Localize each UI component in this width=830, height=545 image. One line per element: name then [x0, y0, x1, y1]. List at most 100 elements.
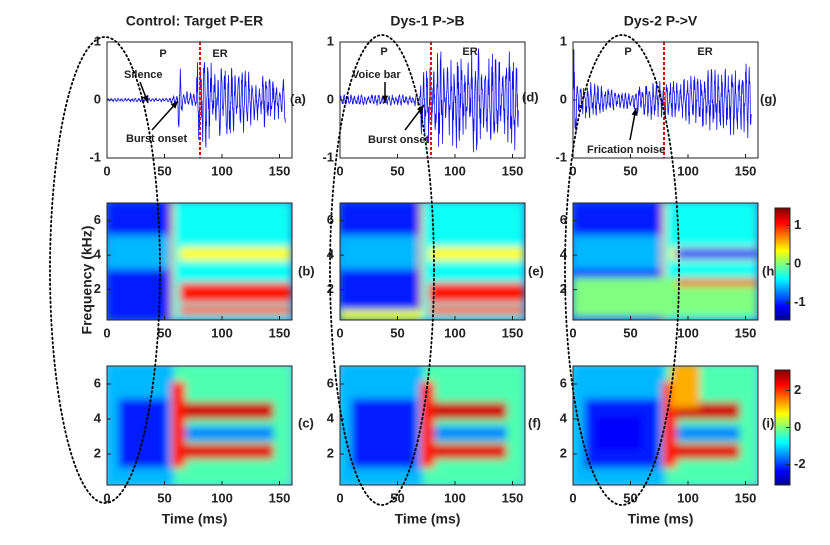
segment-label: P	[624, 46, 631, 58]
panel-label: (e)	[528, 263, 544, 278]
heatmap-cell	[676, 443, 740, 460]
spectrogram	[572, 365, 759, 486]
x-tick-label: 50	[623, 163, 637, 178]
heatmap-blobs	[340, 203, 524, 320]
panel-label: (b)	[298, 263, 315, 278]
heatmap-cell	[573, 235, 665, 270]
waveform	[106, 62, 286, 148]
segment-label: ER	[212, 48, 227, 60]
x-tick-label: 100	[444, 325, 466, 340]
x-tick-label: 150	[502, 490, 524, 505]
colorbar-tick-label: -2	[794, 456, 806, 471]
x-tick-label: 0	[569, 490, 576, 505]
x-tick-label: 50	[390, 325, 404, 340]
waveform	[339, 48, 519, 153]
x-tick-label: 100	[444, 163, 466, 178]
y-tick-label: 6	[327, 212, 334, 227]
plot-frame	[106, 202, 293, 321]
x-tick-label: 150	[735, 325, 757, 340]
annotation: Burst onset	[368, 134, 429, 146]
heatmap	[340, 203, 525, 320]
heatmap-cell	[179, 306, 291, 315]
x-axis-label: Time (ms)	[628, 511, 694, 527]
highlight-ellipse	[329, 34, 435, 506]
y-tick-label: 2	[560, 445, 567, 460]
heatmap-cell	[420, 381, 435, 468]
x-tick-label: 0	[569, 163, 576, 178]
y-tick-label: 6	[94, 375, 101, 390]
y-tick-label: 6	[327, 375, 334, 390]
heatmap-cell	[185, 426, 274, 441]
heatmap-cell	[434, 402, 507, 420]
plot-frame	[106, 365, 293, 486]
x-tick-label: 150	[269, 490, 291, 505]
annotation: Burst onset	[126, 133, 187, 145]
x-tick-label: 100	[211, 325, 233, 340]
x-tick-label: 150	[269, 163, 291, 178]
plot-frame	[572, 365, 759, 486]
y-tick-label: 4	[560, 410, 568, 425]
heatmap	[107, 366, 292, 485]
arrow-head	[381, 95, 389, 103]
heatmap-cell	[340, 309, 423, 320]
colorbar-tick-label: 0	[794, 419, 801, 434]
y-tick-label: 0	[94, 91, 101, 106]
panel-title: Dys-1 P->B	[390, 13, 464, 29]
panel-label: (d)	[522, 89, 539, 104]
heatmap-cell	[676, 248, 757, 259]
y-tick-label: 6	[560, 212, 567, 227]
heatmap-cell	[173, 366, 291, 485]
y-axis-label: Frequency (kHz)	[79, 226, 95, 335]
heatmap-blobs	[107, 366, 291, 485]
annotation: Silence	[124, 69, 163, 81]
heatmap	[340, 366, 525, 485]
heatmap-cell	[179, 282, 291, 304]
heatmap-cell	[676, 279, 757, 287]
y-tick-label: -1	[89, 149, 101, 164]
x-tick-label: 0	[103, 163, 110, 178]
x-tick-label: 50	[623, 490, 637, 505]
x-tick-label: 50	[157, 325, 171, 340]
x-tick-label: 0	[569, 325, 576, 340]
x-tick-label: 0	[336, 325, 343, 340]
y-tick-label: 2	[560, 281, 567, 296]
heatmap-blobs	[573, 366, 757, 485]
y-tick-label: 0	[560, 91, 567, 106]
x-tick-label: 100	[677, 325, 699, 340]
y-tick-label: 4	[327, 410, 335, 425]
x-axis-label: Time (ms)	[162, 511, 228, 527]
y-tick-label: 4	[560, 247, 568, 262]
heatmap-cell	[428, 282, 524, 304]
heatmap-cell	[434, 443, 507, 460]
x-tick-label: 100	[444, 490, 466, 505]
y-tick-label: -1	[322, 149, 334, 164]
y-tick-label: 6	[94, 212, 101, 227]
heatmap-cell	[351, 398, 418, 468]
heatmap-blobs	[573, 203, 757, 320]
heatmap	[573, 203, 758, 320]
y-tick-label: 2	[327, 445, 334, 460]
segment-label: P	[159, 48, 166, 60]
x-axis-label: Time (ms)	[395, 511, 461, 527]
x-tick-label: 150	[502, 325, 524, 340]
heatmap-cell	[428, 306, 524, 315]
heatmap	[107, 203, 292, 320]
colorbar-tick-label: -1	[794, 294, 806, 309]
panel-label: (f)	[528, 415, 541, 430]
x-tick-label: 150	[269, 325, 291, 340]
x-tick-label: 150	[735, 163, 757, 178]
panel-title: Dys-2 P->V	[624, 13, 698, 29]
y-tick-label: -1	[555, 149, 567, 164]
y-tick-label: 1	[560, 33, 567, 48]
panel-label: (h)	[762, 263, 779, 278]
spectrogram	[339, 202, 526, 321]
x-tick-label: 0	[103, 490, 110, 505]
x-tick-label: 100	[211, 163, 233, 178]
arrow-head	[170, 101, 178, 109]
arrow-head	[631, 108, 638, 116]
heatmap-blobs	[107, 203, 291, 320]
y-tick-label: 2	[94, 281, 101, 296]
spectrogram	[106, 365, 293, 486]
plot-frame	[339, 365, 526, 486]
